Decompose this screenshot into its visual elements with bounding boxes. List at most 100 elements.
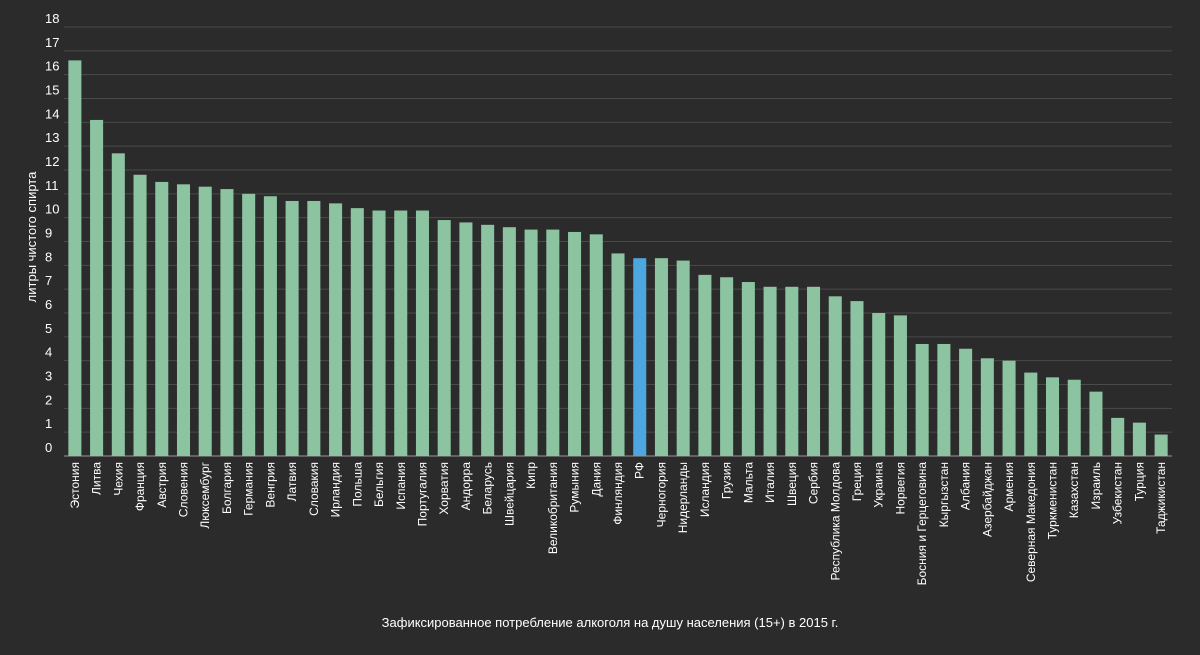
bar: [589, 234, 603, 456]
bar: [1154, 434, 1168, 456]
x-tick-label: Италия: [763, 462, 777, 503]
bar: [1132, 422, 1146, 456]
x-tick-label: Андорра: [459, 462, 473, 511]
bar: [937, 343, 951, 456]
bar: [915, 343, 929, 456]
x-tick-label: Греция: [850, 462, 864, 501]
x-tick-label: Армения: [1002, 462, 1016, 511]
x-tick-label: Таджикистан: [1154, 462, 1168, 534]
x-tick-label: Израиль: [1089, 462, 1103, 509]
x-tick-label: Кыргызстан: [937, 462, 951, 527]
x-tick-label: Швейцария: [502, 462, 516, 526]
x-tick-label: Румыния: [568, 462, 582, 513]
x-tick-label: Северная Македония: [1024, 462, 1038, 582]
bar: [1002, 360, 1016, 456]
y-tick-label: 11: [45, 178, 59, 193]
x-tick-label: Болгария: [220, 462, 234, 514]
x-tick-label: Эстония: [68, 462, 82, 509]
x-tick-label: Босния и Герцеговина: [915, 462, 929, 586]
x-tick-label: Польша: [350, 462, 364, 507]
x-tick-label: Португалия: [415, 462, 429, 526]
y-tick-label: 16: [45, 59, 59, 74]
x-tick-label: Испания: [394, 462, 408, 510]
x-tick-label: Венгрия: [263, 462, 277, 508]
bar: [242, 193, 256, 456]
bars: [68, 60, 1168, 457]
x-tick-label: Черногория: [654, 462, 668, 527]
bar: [459, 222, 473, 456]
x-tick-label: Туркменистан: [1046, 462, 1060, 539]
x-tick-label: Турция: [1132, 462, 1146, 501]
y-tick-label: 1: [45, 416, 52, 431]
y-tick-label: 15: [45, 83, 59, 98]
x-tick-label: Сербия: [807, 462, 821, 504]
y-tick-label: 6: [45, 297, 52, 312]
x-tick-label: Бельгия: [372, 462, 386, 507]
bar: [1045, 377, 1060, 456]
bar: [611, 253, 625, 456]
x-tick-label: РФ: [633, 462, 647, 479]
x-tick-label: Украина: [872, 462, 886, 508]
y-axis-title: литры чистого спирта: [24, 171, 39, 302]
y-tick-label: 4: [45, 345, 52, 360]
x-tick-label: Австрия: [155, 462, 169, 508]
x-tick-label: Литва: [90, 462, 104, 495]
y-tick-label: 13: [45, 130, 59, 145]
x-tick-label: Франция: [133, 462, 147, 511]
bar: [654, 258, 668, 456]
x-tick-label: Нидерланды: [676, 462, 690, 533]
x-tick-label: Словения: [176, 462, 190, 517]
bar: [155, 181, 169, 457]
y-tick-label: 10: [45, 202, 59, 217]
x-tick-label: Казахстан: [1067, 462, 1081, 518]
bar: [1111, 417, 1125, 456]
bar: [372, 210, 386, 456]
bar: [741, 282, 755, 456]
y-tick-label: 5: [45, 321, 52, 336]
x-tick-label: Чехия: [111, 462, 125, 496]
bar: [850, 301, 864, 456]
bar: [502, 227, 516, 456]
x-tick-label: Дания: [589, 462, 603, 497]
bar: [524, 229, 538, 456]
x-tick-label: Латвия: [285, 462, 299, 501]
x-tick-label: Великобритания: [546, 462, 560, 554]
x-axis-ticks: Эстония Литва Чехия Франция Австрия Словения Л…: [68, 461, 1168, 585]
bar: [394, 210, 408, 456]
y-tick-label: 18: [45, 11, 59, 26]
y-tick-label: 8: [45, 249, 52, 264]
bar: [329, 203, 343, 456]
bar: [220, 189, 234, 456]
bar: [546, 229, 560, 456]
bar: [198, 186, 212, 456]
bar: [872, 313, 886, 456]
x-tick-label: Норвегия: [893, 462, 907, 515]
y-tick-label: 9: [45, 226, 52, 241]
y-tick-label: 2: [45, 392, 52, 407]
bar: [133, 174, 147, 456]
bar: [415, 210, 429, 456]
y-tick-label: 7: [45, 273, 52, 288]
bar: [437, 220, 451, 456]
x-tick-label: Узбекистан: [1111, 462, 1125, 524]
bar: [893, 315, 907, 456]
bar: [263, 196, 277, 456]
x-tick-label: Республика Молдова: [828, 462, 842, 581]
x-tick-label: Кипр: [524, 462, 538, 489]
bar: [959, 348, 973, 456]
x-tick-label: Исландия: [698, 462, 712, 517]
x-tick-label: Швеция: [785, 462, 799, 506]
bar: [90, 119, 104, 456]
bar: [828, 296, 842, 456]
x-tick-label: Азербайджан: [980, 462, 994, 537]
bar: [111, 153, 125, 456]
bar: [176, 184, 191, 457]
x-tick-label: Грузия: [720, 462, 734, 499]
bar: [633, 258, 647, 456]
y-tick-label: 17: [45, 35, 59, 50]
x-tick-label: Финляндия: [611, 462, 625, 525]
x-axis-title: Зафиксированное потребление алкоголя на …: [382, 615, 839, 630]
